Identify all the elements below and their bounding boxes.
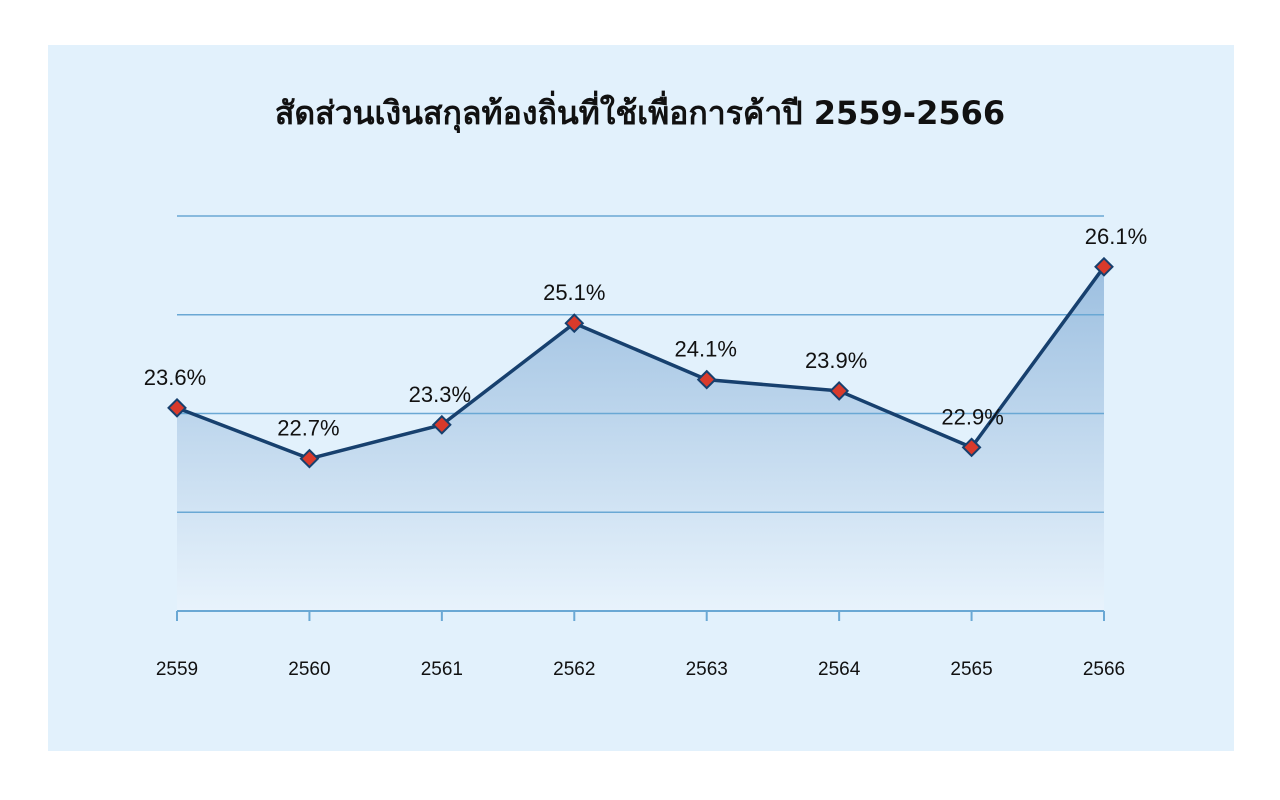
chart-title: สัดส่วนเงินสกุลท้องถิ่นที่ใช้เพื่อการค้า… [274, 94, 1006, 132]
data-point-marker [1094, 256, 1114, 277]
data-label: 23.6% [144, 365, 206, 390]
data-label: 22.9% [941, 404, 1003, 429]
data-point-marker [961, 437, 982, 458]
gridlines [177, 215, 1104, 513]
data-point-marker [167, 397, 187, 418]
markers [167, 256, 1114, 469]
x-tick-labels: 2559 2560 2561 2562 2563 2564 2565 2566 [156, 659, 1125, 680]
data-point-marker [696, 369, 717, 390]
series-line-layer [176, 265, 1106, 461]
data-point-marker [564, 313, 585, 334]
x-tick-label: 2561 [421, 659, 463, 680]
data-point-marker [829, 381, 850, 401]
data-label: 23.3% [409, 382, 471, 407]
x-tick-label: 2564 [818, 659, 861, 680]
data-label: 24.1% [675, 337, 737, 362]
data-labels: 23.6% 22.7% 23.3% 25.1% 24.1% 23.9% 22.9% 26.1% [144, 224, 1147, 441]
x-tick-label: 2562 [553, 659, 595, 680]
x-tick-label: 2559 [156, 659, 198, 680]
x-tick-label: 2563 [686, 659, 728, 680]
x-axis [176, 610, 1105, 621]
data-label: 23.9% [805, 348, 867, 373]
x-tick-label: 2565 [950, 659, 992, 680]
data-point-marker [431, 414, 452, 435]
data-label: 25.1% [543, 280, 605, 305]
x-tick-label: 2566 [1083, 659, 1125, 680]
x-tick-label: 2560 [288, 659, 330, 680]
area-fill [177, 266, 1104, 611]
data-label: 26.1% [1085, 224, 1147, 249]
series-line [176, 265, 1106, 461]
area-fill-layer [177, 266, 1104, 611]
data-label: 22.7% [277, 416, 339, 441]
data-point-marker [299, 448, 320, 469]
